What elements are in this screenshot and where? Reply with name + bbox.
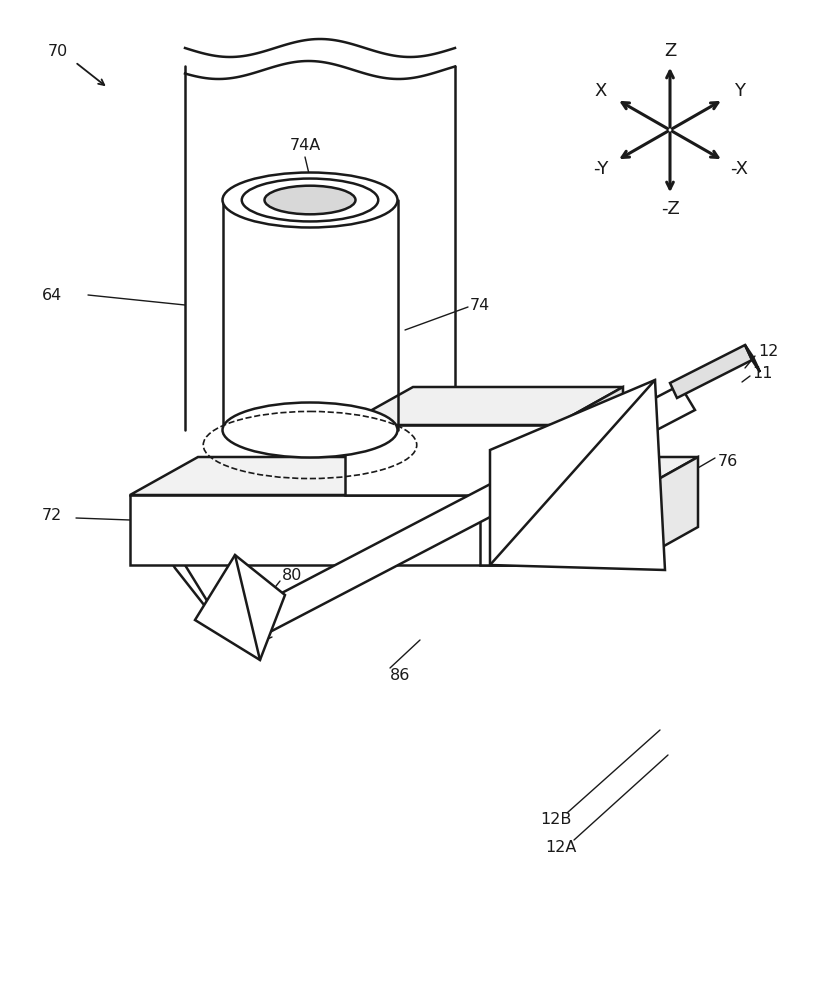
- Ellipse shape: [222, 172, 397, 228]
- Text: 12B: 12B: [540, 812, 571, 828]
- Polygon shape: [630, 457, 698, 565]
- Text: Z: Z: [664, 42, 676, 60]
- Text: 74: 74: [470, 298, 490, 312]
- Polygon shape: [130, 457, 623, 495]
- Text: 76: 76: [718, 454, 738, 470]
- Text: 12A: 12A: [545, 840, 576, 856]
- Text: 70: 70: [48, 44, 69, 60]
- Text: 64: 64: [42, 288, 62, 302]
- Text: 72: 72: [42, 508, 62, 522]
- Text: X: X: [594, 82, 607, 100]
- Polygon shape: [555, 387, 623, 495]
- Polygon shape: [345, 425, 555, 495]
- Polygon shape: [745, 345, 760, 372]
- Text: 86: 86: [390, 668, 410, 682]
- Ellipse shape: [222, 402, 397, 458]
- Text: 74A: 74A: [290, 137, 321, 152]
- Ellipse shape: [264, 186, 355, 214]
- Text: 11: 11: [752, 365, 772, 380]
- Text: 12: 12: [758, 344, 778, 360]
- Text: -Z: -Z: [660, 200, 680, 218]
- Text: -Y: -Y: [593, 160, 609, 178]
- Polygon shape: [490, 380, 665, 570]
- Polygon shape: [670, 345, 752, 398]
- Polygon shape: [130, 495, 555, 565]
- Polygon shape: [230, 385, 695, 645]
- Ellipse shape: [242, 179, 378, 221]
- Polygon shape: [345, 387, 623, 425]
- Polygon shape: [480, 495, 630, 565]
- Polygon shape: [195, 555, 285, 660]
- Text: 12E: 12E: [622, 528, 653, 542]
- Text: 80: 80: [282, 568, 303, 582]
- Text: -X: -X: [731, 160, 748, 178]
- Polygon shape: [555, 457, 623, 565]
- Text: 12G: 12G: [240, 600, 273, 615]
- Text: Y: Y: [734, 82, 745, 100]
- Text: 78: 78: [578, 432, 599, 448]
- Polygon shape: [130, 495, 230, 638]
- Text: 12F: 12F: [235, 628, 265, 643]
- Polygon shape: [480, 457, 698, 495]
